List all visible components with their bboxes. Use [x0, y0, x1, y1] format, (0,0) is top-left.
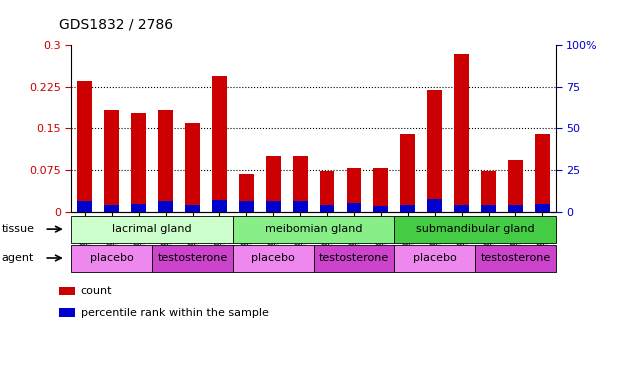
Bar: [104, 205, 119, 212]
Bar: [71, 244, 152, 272]
Bar: [104, 110, 119, 212]
Bar: [373, 206, 388, 212]
Bar: [508, 160, 523, 212]
Bar: [320, 171, 335, 212]
Bar: [401, 205, 415, 212]
Bar: [347, 203, 361, 212]
Bar: [454, 54, 469, 212]
Bar: [266, 201, 281, 212]
Bar: [427, 90, 442, 212]
Text: submandibular gland: submandibular gland: [415, 224, 535, 234]
Text: placebo: placebo: [413, 253, 456, 263]
Text: percentile rank within the sample: percentile rank within the sample: [81, 308, 269, 318]
Bar: [266, 156, 281, 212]
Bar: [292, 156, 307, 212]
Bar: [535, 204, 550, 212]
Bar: [394, 216, 556, 243]
Text: testosterone: testosterone: [319, 253, 389, 263]
Bar: [475, 244, 556, 272]
Bar: [185, 205, 200, 212]
Bar: [185, 123, 200, 212]
Bar: [239, 201, 254, 212]
Bar: [347, 168, 361, 212]
Bar: [239, 174, 254, 212]
Bar: [454, 205, 469, 212]
Bar: [508, 205, 523, 212]
Bar: [481, 205, 496, 212]
Text: meibomian gland: meibomian gland: [265, 224, 363, 234]
Bar: [314, 244, 394, 272]
Text: testosterone: testosterone: [157, 253, 228, 263]
Text: agent: agent: [1, 253, 34, 263]
Text: tissue: tissue: [1, 224, 34, 234]
Bar: [292, 201, 307, 212]
Text: lacrimal gland: lacrimal gland: [112, 224, 192, 234]
Bar: [481, 171, 496, 212]
Bar: [59, 286, 75, 296]
Bar: [535, 134, 550, 212]
Bar: [320, 205, 335, 212]
Bar: [152, 244, 233, 272]
Bar: [158, 201, 173, 212]
Bar: [131, 113, 146, 212]
Bar: [71, 216, 233, 243]
Bar: [78, 81, 93, 212]
Text: GDS1832 / 2786: GDS1832 / 2786: [59, 18, 173, 32]
Bar: [233, 244, 314, 272]
Text: testosterone: testosterone: [480, 253, 551, 263]
Text: placebo: placebo: [252, 253, 295, 263]
Text: placebo: placebo: [90, 253, 134, 263]
Bar: [212, 76, 227, 212]
Bar: [158, 110, 173, 212]
Bar: [131, 204, 146, 212]
Bar: [212, 200, 227, 212]
Bar: [373, 168, 388, 212]
Bar: [427, 198, 442, 212]
Bar: [59, 309, 75, 317]
Bar: [401, 134, 415, 212]
Bar: [78, 201, 93, 212]
Bar: [233, 216, 394, 243]
Bar: [394, 244, 475, 272]
Text: count: count: [81, 286, 112, 296]
